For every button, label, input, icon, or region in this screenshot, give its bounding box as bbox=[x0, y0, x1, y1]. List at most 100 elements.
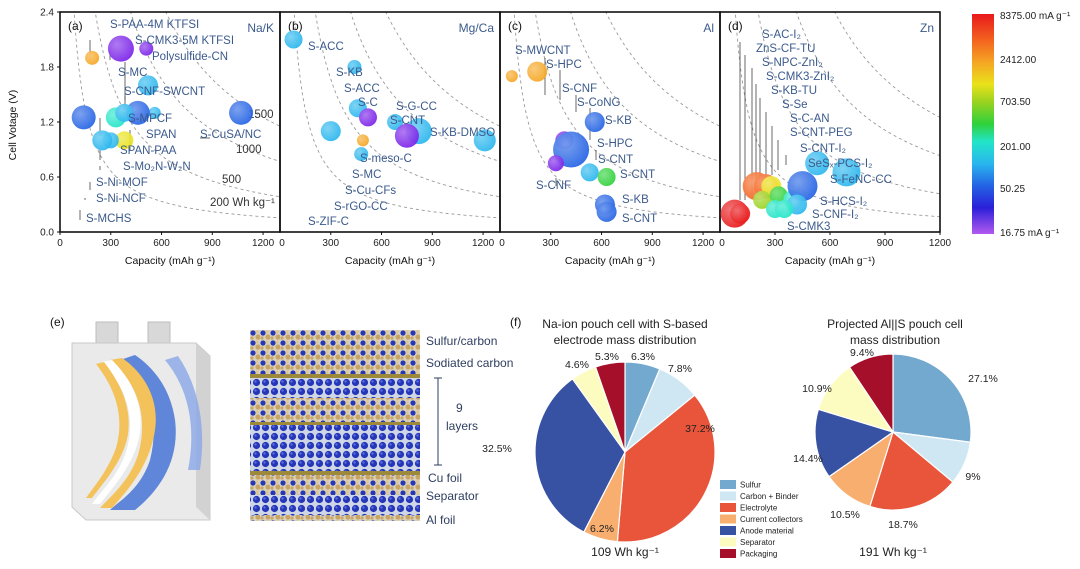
energy-curve-200 bbox=[73, 12, 280, 219]
pie-slice bbox=[616, 394, 716, 543]
data-point-highlight bbox=[229, 100, 254, 125]
pie-slice-label: 10.5% bbox=[830, 509, 860, 521]
colorbar-label: 2412.00 bbox=[1000, 55, 1037, 66]
layer-label-separator: Separator bbox=[426, 489, 479, 503]
electrode-stack-illustration bbox=[250, 330, 420, 521]
energy-curve-1500 bbox=[605, 12, 720, 127]
x-tick-label: 600 bbox=[153, 238, 170, 249]
pie-slice-label: 6.3% bbox=[631, 351, 655, 363]
energy-density-curves bbox=[293, 12, 500, 219]
pie-slice-label: 32.5% bbox=[482, 443, 512, 455]
scatter-panels: 200 Wh kg⁻¹ 500 1000 1500 0.0 0.6 1.2 1.8 2.4 0 30… bbox=[40, 8, 952, 268]
point-label: S-CoNG bbox=[577, 97, 621, 109]
y-tick-label: 2.4 bbox=[40, 8, 54, 19]
pie-title: mass distribution bbox=[850, 333, 940, 347]
y-axis-title: Cell Votage (V) bbox=[7, 90, 19, 161]
point-label: S-FeNC-CC bbox=[830, 174, 892, 186]
energy-curve-200 bbox=[513, 12, 720, 219]
point-label: S-KB bbox=[336, 67, 363, 79]
scatter-panel-c: 0 300 600 900 1200 Capacity (mAh g⁻¹) (c) Al S-M… bbox=[499, 11, 721, 267]
legend-swatch bbox=[720, 480, 736, 489]
data-point-highlight bbox=[138, 75, 158, 96]
data-point-highlight bbox=[596, 201, 617, 222]
point-label: S-CMK3 bbox=[787, 221, 830, 233]
ion-label: Al bbox=[703, 21, 714, 35]
data-point-highlight bbox=[354, 147, 369, 162]
energy-curve-1000 bbox=[350, 12, 500, 162]
energy-curve-500 bbox=[314, 12, 500, 198]
pie-legend: Sulfur Carbon + Binder Electrolyte Current … bbox=[720, 480, 803, 559]
layer-label-sulfur-carbon: Sulfur/carbon bbox=[426, 334, 497, 348]
point-label: S-HPC bbox=[597, 138, 633, 150]
point-label: S-CNF-I₂ bbox=[812, 209, 859, 221]
x-tick-label: 300 bbox=[102, 238, 119, 249]
point-label: S-CNT bbox=[598, 154, 633, 166]
data-point-highlight bbox=[320, 121, 341, 142]
legend-swatch bbox=[720, 537, 736, 547]
point-label: S-Cu-CFs bbox=[345, 185, 396, 197]
data-point-highlight bbox=[356, 134, 369, 147]
layer-label-cu-foil: Cu foil bbox=[428, 471, 462, 485]
energy-curve-1500 bbox=[834, 12, 940, 118]
data-point-highlight bbox=[359, 108, 377, 127]
legend-swatch bbox=[720, 491, 736, 501]
x-axis-title: Capacity (mAh g⁻¹) bbox=[785, 255, 875, 267]
panel-tag: (a) bbox=[68, 19, 83, 33]
data-point-highlight bbox=[505, 70, 518, 83]
pie-slice-label: 6.2% bbox=[590, 523, 614, 535]
legend-item: Carbon + Binder bbox=[720, 491, 799, 501]
bubbles bbox=[71, 35, 254, 151]
data-point-highlight bbox=[148, 106, 161, 119]
x-axis-title: Capacity (mAh g⁻¹) bbox=[125, 255, 215, 267]
y-tick-label: 0.0 bbox=[40, 228, 54, 239]
x-tick-label: 300 bbox=[767, 238, 784, 249]
x-tick-label: 600 bbox=[373, 238, 390, 249]
pie-title: Na-ion pouch cell with S-based bbox=[542, 317, 707, 331]
scatter-panel-d: 0 300 600 900 1200 Capacity (mAh g⁻¹) (d) Zn S-A… bbox=[719, 11, 952, 267]
bubbles bbox=[505, 61, 617, 222]
layer-label-count: 9 bbox=[456, 401, 463, 415]
point-label: S-HCS-I₂ bbox=[820, 196, 867, 208]
point-label: S-CNF-SWCNT bbox=[124, 86, 205, 98]
legend-label: Carbon + Binder bbox=[740, 492, 799, 501]
point-label: S-CNT-I₂ bbox=[800, 143, 846, 155]
data-point-highlight bbox=[387, 114, 404, 130]
energy-density-curves bbox=[734, 12, 940, 218]
data-point-highlight bbox=[730, 203, 751, 224]
point-label: SeSₓ-PCS-I₂ bbox=[808, 158, 872, 170]
legend-swatch bbox=[720, 549, 736, 558]
legend-item: Current collectors bbox=[720, 514, 803, 524]
scatter-panel-a: 200 Wh kg⁻¹ 500 1000 1500 0.0 0.6 1.2 1.8 2.4 0 30… bbox=[40, 8, 281, 267]
data-point-highlight bbox=[125, 100, 150, 125]
point-label: S-HPC bbox=[546, 59, 582, 71]
point-label: S-Ni-MOF bbox=[96, 177, 148, 189]
point-label: S-KB-TU bbox=[771, 85, 817, 97]
x-tick-label: 900 bbox=[424, 238, 441, 249]
colorbar-label: 201.00 bbox=[1000, 142, 1031, 153]
layer-label-al-foil: Al foil bbox=[426, 513, 455, 527]
data-point-highlight bbox=[769, 186, 788, 205]
point-label: S-KB bbox=[622, 194, 649, 206]
data-point-highlight bbox=[547, 155, 564, 172]
point-label: S-ZIF-C bbox=[308, 216, 349, 228]
data-point-highlight bbox=[347, 60, 362, 74]
x-tick-label: 900 bbox=[204, 238, 221, 249]
energy-curve-500 bbox=[757, 12, 940, 195]
legend-item: Electrolyte bbox=[720, 503, 778, 513]
energy-curve-200 bbox=[293, 12, 500, 219]
pie-title: electrode mass distribution bbox=[554, 333, 697, 347]
point-label: S-NPC-ZnI₂ bbox=[762, 57, 823, 69]
pie-slice-label: 10.9% bbox=[802, 383, 832, 395]
point-label: S-KB-DMSO bbox=[430, 127, 495, 139]
x-tick-label: 1200 bbox=[472, 238, 495, 249]
legend-label: Sulfur bbox=[740, 481, 761, 490]
x-tick-label: 600 bbox=[822, 238, 839, 249]
legend-item: Sulfur bbox=[720, 480, 761, 490]
colorbar-gradient bbox=[972, 14, 994, 234]
energy-density-curves bbox=[73, 12, 280, 219]
pie-chart-1: Na-ion pouch cell with S-based electrode … bbox=[482, 317, 716, 559]
pouch-cell-illustration bbox=[71, 321, 211, 521]
layer-label-sodiated-carbon: Sodiated carbon bbox=[426, 356, 513, 370]
pie-slice-label: 4.6% bbox=[565, 359, 589, 371]
ion-label: Na/K bbox=[247, 21, 274, 35]
